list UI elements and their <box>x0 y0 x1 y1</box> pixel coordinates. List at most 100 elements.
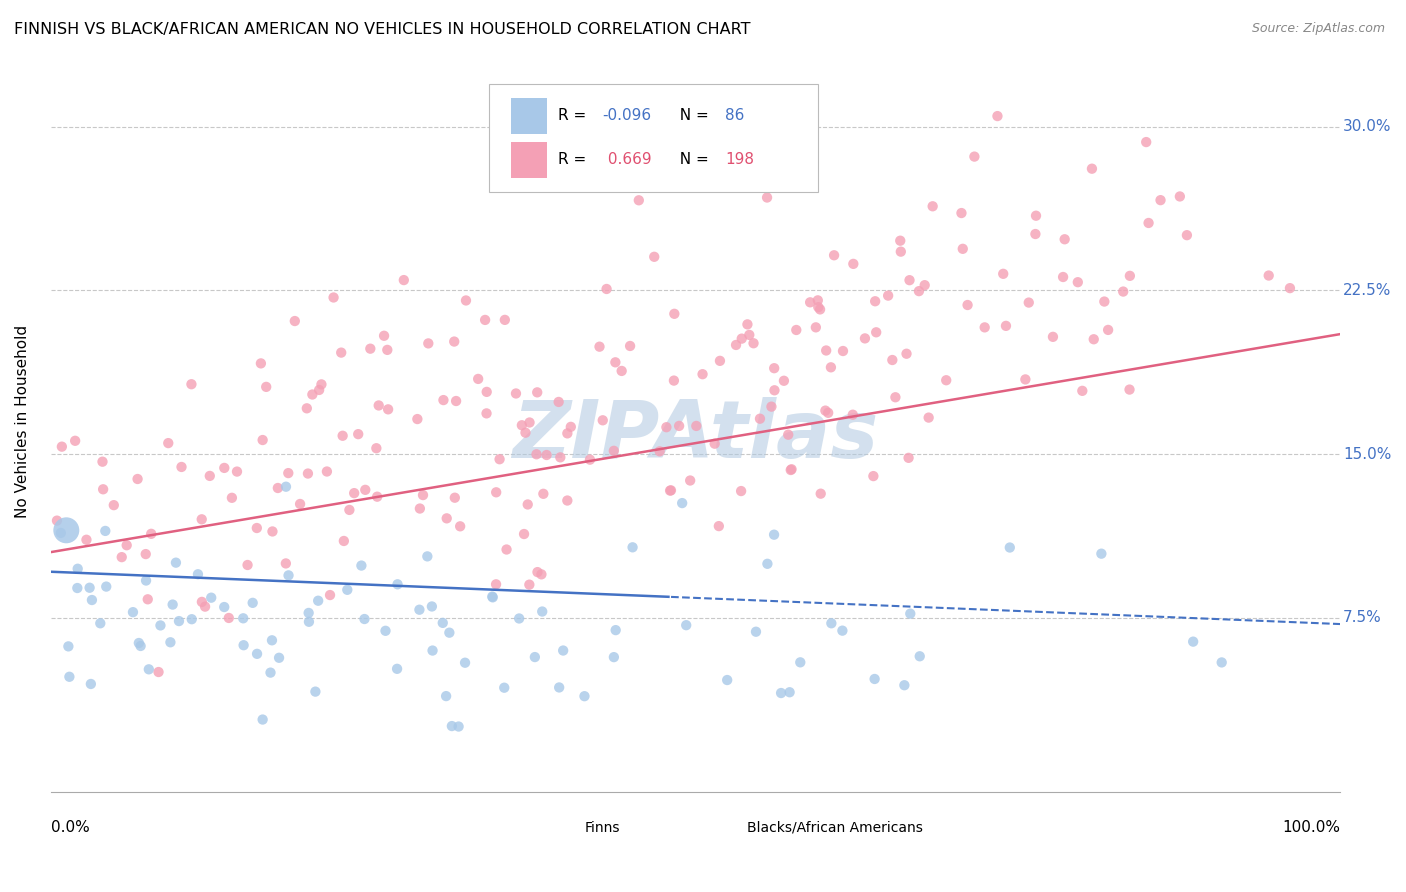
Point <box>304 684 326 698</box>
Point <box>375 343 398 357</box>
Point <box>80 593 103 607</box>
Point <box>343 486 366 500</box>
Point <box>387 577 409 591</box>
Point <box>1135 135 1157 149</box>
Point <box>198 469 221 483</box>
Point <box>745 624 768 639</box>
Point <box>986 109 1008 123</box>
Point <box>998 541 1021 555</box>
Point <box>454 656 477 670</box>
Point <box>274 557 297 571</box>
Point <box>648 444 671 458</box>
Point <box>1257 268 1279 283</box>
Point <box>374 624 396 638</box>
Point <box>170 460 193 475</box>
Point <box>956 298 979 312</box>
Point <box>359 342 381 356</box>
Point <box>523 650 546 665</box>
Point <box>288 497 311 511</box>
Point <box>416 549 439 564</box>
Point <box>298 606 321 620</box>
Point <box>1083 332 1105 346</box>
Point <box>893 678 915 692</box>
Point <box>820 360 842 375</box>
Text: 0.0%: 0.0% <box>51 820 90 835</box>
Point <box>409 501 432 516</box>
Point <box>853 331 876 345</box>
Y-axis label: No Vehicles in Household: No Vehicles in Household <box>15 325 30 518</box>
Point <box>877 288 900 302</box>
Point <box>432 393 454 408</box>
Point <box>831 624 853 638</box>
Point <box>347 427 370 442</box>
Point <box>1182 634 1205 648</box>
Point <box>474 313 496 327</box>
Point <box>180 377 202 392</box>
Point <box>662 374 685 388</box>
Point <box>79 581 101 595</box>
Point <box>675 618 697 632</box>
Point <box>780 462 803 476</box>
Point <box>330 345 353 359</box>
Point <box>226 465 249 479</box>
Point <box>159 635 181 649</box>
Text: 100.0%: 100.0% <box>1282 820 1340 835</box>
Point <box>557 426 579 441</box>
Point <box>262 524 284 539</box>
Point <box>353 612 375 626</box>
Point <box>218 611 240 625</box>
Point <box>548 681 571 695</box>
Point <box>191 595 214 609</box>
Point <box>385 662 408 676</box>
Point <box>842 257 865 271</box>
Point <box>194 599 217 614</box>
Point <box>1278 281 1301 295</box>
Point <box>550 450 572 465</box>
Point <box>157 436 180 450</box>
Point <box>440 719 463 733</box>
Point <box>1018 295 1040 310</box>
Point <box>274 480 297 494</box>
Point <box>605 623 627 637</box>
Point <box>820 616 842 631</box>
Point <box>1092 294 1115 309</box>
Text: FINNISH VS BLACK/AFRICAN AMERICAN NO VEHICLES IN HOUSEHOLD CORRELATION CHART: FINNISH VS BLACK/AFRICAN AMERICAN NO VEH… <box>14 22 751 37</box>
Point <box>277 568 299 582</box>
Point <box>449 519 471 533</box>
Point <box>898 273 921 287</box>
Text: 15.0%: 15.0% <box>1343 447 1392 461</box>
Point <box>444 394 467 409</box>
Point <box>1097 323 1119 337</box>
Point <box>1211 656 1233 670</box>
Point <box>366 490 388 504</box>
Point <box>135 574 157 588</box>
Point <box>1175 228 1198 243</box>
Point <box>789 656 811 670</box>
Point <box>115 538 138 552</box>
Point <box>138 662 160 676</box>
Point <box>332 429 354 443</box>
Point <box>246 647 269 661</box>
Point <box>336 582 359 597</box>
Point <box>434 689 457 703</box>
Point <box>1014 372 1036 386</box>
Point <box>761 400 783 414</box>
Point <box>692 368 714 382</box>
Point <box>908 649 931 664</box>
Point <box>297 467 319 481</box>
Point <box>832 344 855 359</box>
Point <box>749 411 772 425</box>
Point <box>277 466 299 480</box>
Point <box>333 533 356 548</box>
Point <box>481 591 503 605</box>
Point <box>373 328 395 343</box>
Point <box>420 599 443 614</box>
Point <box>1168 189 1191 203</box>
Point <box>180 612 202 626</box>
Point <box>467 372 489 386</box>
Point <box>671 496 693 510</box>
Point <box>668 418 690 433</box>
FancyBboxPatch shape <box>709 816 737 838</box>
Point <box>763 384 786 398</box>
Point <box>128 636 150 650</box>
